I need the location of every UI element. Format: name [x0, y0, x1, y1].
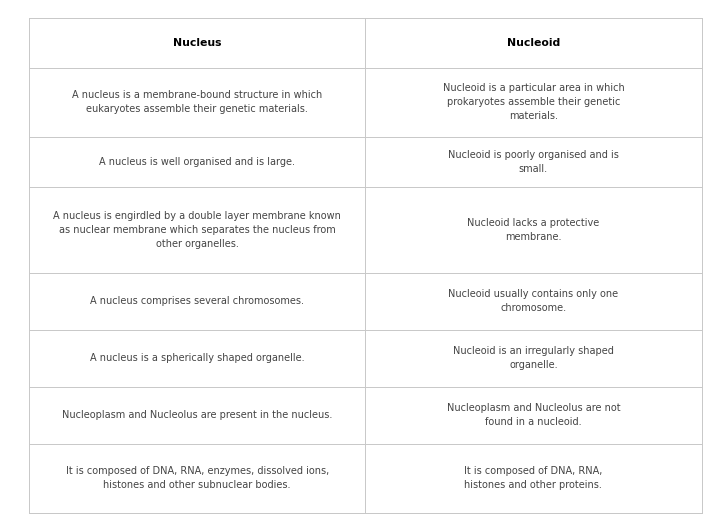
Text: Nucleoid: Nucleoid	[507, 38, 560, 48]
Text: A nucleus is a membrane-bound structure in which
eukaryotes assemble their genet: A nucleus is a membrane-bound structure …	[72, 90, 322, 115]
Text: A nucleus is well organised and is large.: A nucleus is well organised and is large…	[99, 157, 295, 167]
Text: Nucleoid is an irregularly shaped
organelle.: Nucleoid is an irregularly shaped organe…	[453, 346, 614, 370]
Text: A nucleus is a spherically shaped organelle.: A nucleus is a spherically shaped organe…	[90, 353, 305, 363]
Text: It is composed of DNA, RNA,
histones and other proteins.: It is composed of DNA, RNA, histones and…	[465, 466, 603, 490]
Text: Nucleoid lacks a protective
membrane.: Nucleoid lacks a protective membrane.	[467, 218, 600, 242]
Text: A nucleus comprises several chromosomes.: A nucleus comprises several chromosomes.	[90, 297, 304, 307]
Text: Nucleoid usually contains only one
chromosome.: Nucleoid usually contains only one chrom…	[449, 289, 619, 313]
Text: Nucleoid is poorly organised and is
small.: Nucleoid is poorly organised and is smal…	[448, 150, 619, 174]
Text: Nucleoplasm and Nucleolus are not
found in a nucleoid.: Nucleoplasm and Nucleolus are not found …	[446, 403, 620, 427]
Text: Nucleoid is a particular area in which
prokaryotes assemble their genetic
materi: Nucleoid is a particular area in which p…	[443, 84, 624, 122]
Text: A nucleus is engirdled by a double layer membrane known
as nuclear membrane whic: A nucleus is engirdled by a double layer…	[53, 211, 341, 249]
Text: It is composed of DNA, RNA, enzymes, dissolved ions,
histones and other subnucle: It is composed of DNA, RNA, enzymes, dis…	[65, 466, 329, 490]
Text: Nucleus: Nucleus	[173, 38, 222, 48]
Text: Nucleoplasm and Nucleolus are present in the nucleus.: Nucleoplasm and Nucleolus are present in…	[62, 410, 332, 420]
